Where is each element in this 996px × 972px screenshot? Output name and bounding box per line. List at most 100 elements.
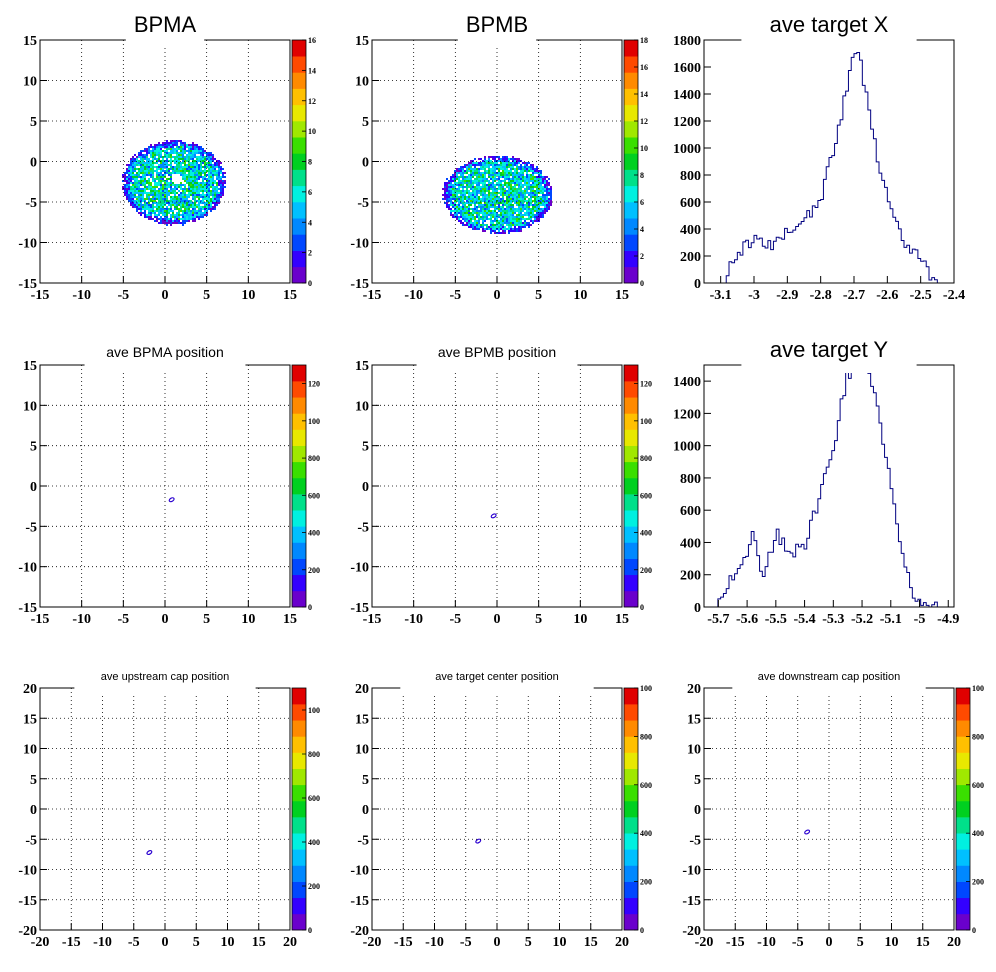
- heatmap-cell: [514, 160, 516, 162]
- heatmap-cell: [140, 156, 142, 158]
- heatmap-cell: [222, 172, 224, 174]
- heatmap-cell: [468, 208, 470, 210]
- heatmap-cell: [484, 224, 486, 226]
- position-spot: [146, 850, 153, 856]
- palette-tick-label: 8: [640, 171, 644, 180]
- palette-tick-label: 800: [640, 454, 652, 463]
- heatmap-cell: [478, 170, 480, 172]
- heatmap-cell: [530, 204, 532, 206]
- heatmap-cell: [170, 180, 172, 182]
- heatmap-cell: [158, 222, 160, 224]
- heatmap-cell: [458, 190, 460, 192]
- heatmap-cell: [166, 214, 168, 216]
- heatmap-cell: [498, 210, 500, 212]
- heatmap-cell: [126, 184, 128, 186]
- heatmap-cell: [172, 184, 174, 186]
- heatmap-cell: [508, 182, 510, 184]
- heatmap-cell: [538, 182, 540, 184]
- y-tick-label: 10: [687, 743, 701, 758]
- heatmap-cell: [492, 182, 494, 184]
- heatmap-cell: [168, 164, 170, 166]
- heatmap-cell: [154, 158, 156, 160]
- heatmap-cell: [134, 196, 136, 198]
- heatmap-cell: [152, 186, 154, 188]
- heatmap-cell: [468, 202, 470, 204]
- heatmap-cell: [142, 162, 144, 164]
- heatmap-cell: [156, 152, 158, 154]
- heatmap-cell: [448, 186, 450, 188]
- heatmap-cell: [158, 178, 160, 180]
- heatmap-cell: [466, 196, 468, 198]
- heatmap-cell: [506, 208, 508, 210]
- heatmap-cell: [506, 192, 508, 194]
- heatmap-cell: [528, 226, 530, 228]
- heatmap-cell: [130, 168, 132, 170]
- heatmap-cell: [210, 170, 212, 172]
- heatmap-cell: [470, 220, 472, 222]
- heatmap-cell: [504, 160, 506, 162]
- heatmap-cell: [150, 168, 152, 170]
- heatmap-cell: [148, 204, 150, 206]
- heatmap-cell: [504, 166, 506, 168]
- heatmap-cell: [182, 158, 184, 160]
- heatmap-cell: [214, 172, 216, 174]
- heatmap-cell: [512, 208, 514, 210]
- heatmap-cell: [514, 228, 516, 230]
- heatmap-cell: [158, 202, 160, 204]
- heatmap-cell: [128, 200, 130, 202]
- heatmap-cell: [506, 182, 508, 184]
- heatmap-cell: [156, 214, 158, 216]
- heatmap-cell: [542, 204, 544, 206]
- heatmap-cell: [454, 202, 456, 204]
- heatmap-cell: [202, 152, 204, 154]
- heatmap-cell: [528, 212, 530, 214]
- heatmap-cell: [468, 196, 470, 198]
- heatmap-cell: [512, 192, 514, 194]
- heatmap-cell: [536, 188, 538, 190]
- heatmap-cell: [140, 160, 142, 162]
- heatmap-cell: [520, 180, 522, 182]
- heatmap-cell: [462, 216, 464, 218]
- heatmap-cell: [176, 148, 178, 150]
- heatmap-cell: [180, 200, 182, 202]
- heatmap-cell: [532, 214, 534, 216]
- heatmap-cell: [172, 214, 174, 216]
- x-tick-label: 15: [584, 935, 598, 950]
- heatmap-cell: [144, 162, 146, 164]
- heatmap-cell: [496, 216, 498, 218]
- heatmap-cell: [460, 210, 462, 212]
- heatmap-cell: [190, 218, 192, 220]
- heatmap-cell: [158, 164, 160, 166]
- heatmap-cell: [152, 158, 154, 160]
- heatmap-cell: [148, 158, 150, 160]
- heatmap-cell: [146, 172, 148, 174]
- heatmap-cell: [166, 172, 168, 174]
- heatmap-cell: [206, 192, 208, 194]
- heatmap-cell: [466, 190, 468, 192]
- heatmap-cell: [512, 178, 514, 180]
- heatmap-cell: [468, 200, 470, 202]
- heatmap-cell: [220, 162, 222, 164]
- heatmap-cell: [198, 170, 200, 172]
- heatmap-cell: [458, 218, 460, 220]
- heatmap-cell: [192, 172, 194, 174]
- heatmap-cell: [154, 186, 156, 188]
- heatmap-cell: [202, 182, 204, 184]
- heatmap-cell: [504, 202, 506, 204]
- heatmap-cell: [196, 178, 198, 180]
- heatmap-cell: [130, 194, 132, 196]
- x-tick-label: 15: [283, 612, 297, 627]
- heatmap-cell: [162, 194, 164, 196]
- heatmap-cell: [474, 170, 476, 172]
- heatmap-cell: [478, 202, 480, 204]
- heatmap-cell: [164, 208, 166, 210]
- heatmap-cell: [138, 208, 140, 210]
- heatmap-cell: [512, 200, 514, 202]
- y-tick-label: -10: [350, 237, 369, 252]
- heatmap-cell: [136, 172, 138, 174]
- heatmap-cell: [198, 190, 200, 192]
- heatmap-cell: [544, 210, 546, 212]
- chart-title: ave BPMB position: [438, 344, 556, 360]
- heatmap-cell: [546, 188, 548, 190]
- heatmap-cell: [470, 198, 472, 200]
